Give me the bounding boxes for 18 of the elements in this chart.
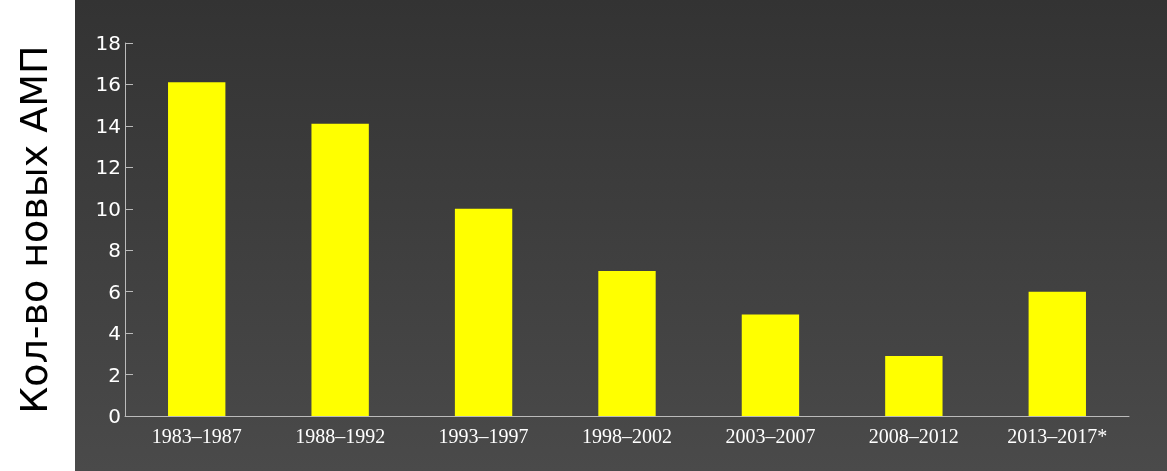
y-tick-label: 0 [108, 404, 121, 428]
y-tick-label: 6 [108, 279, 121, 304]
y-tick-label: 14 [95, 113, 121, 138]
y-tick-label: 2 [108, 362, 121, 387]
x-tick-label: 2008–2012 [868, 425, 959, 447]
x-tick-label: 1983–1987 [151, 425, 242, 447]
y-tick-label: 4 [108, 321, 121, 346]
x-tick-label: 1988–1992 [295, 425, 386, 447]
y-axis-title: Кол-во новых АМП [12, 45, 56, 414]
x-tick-label: 1998–2002 [582, 425, 672, 447]
y-tick-label: 10 [95, 196, 121, 221]
y-tick-label: 12 [95, 155, 121, 180]
x-tick-label: 1993–1997 [438, 425, 529, 447]
y-tick-label: 8 [108, 238, 121, 263]
y-tick-label: 16 [95, 72, 121, 97]
x-tick-label: 2003–2007 [725, 425, 816, 447]
x-tick-label: 2013–2017* [1007, 425, 1108, 447]
y-tick-label: 18 [95, 31, 121, 55]
